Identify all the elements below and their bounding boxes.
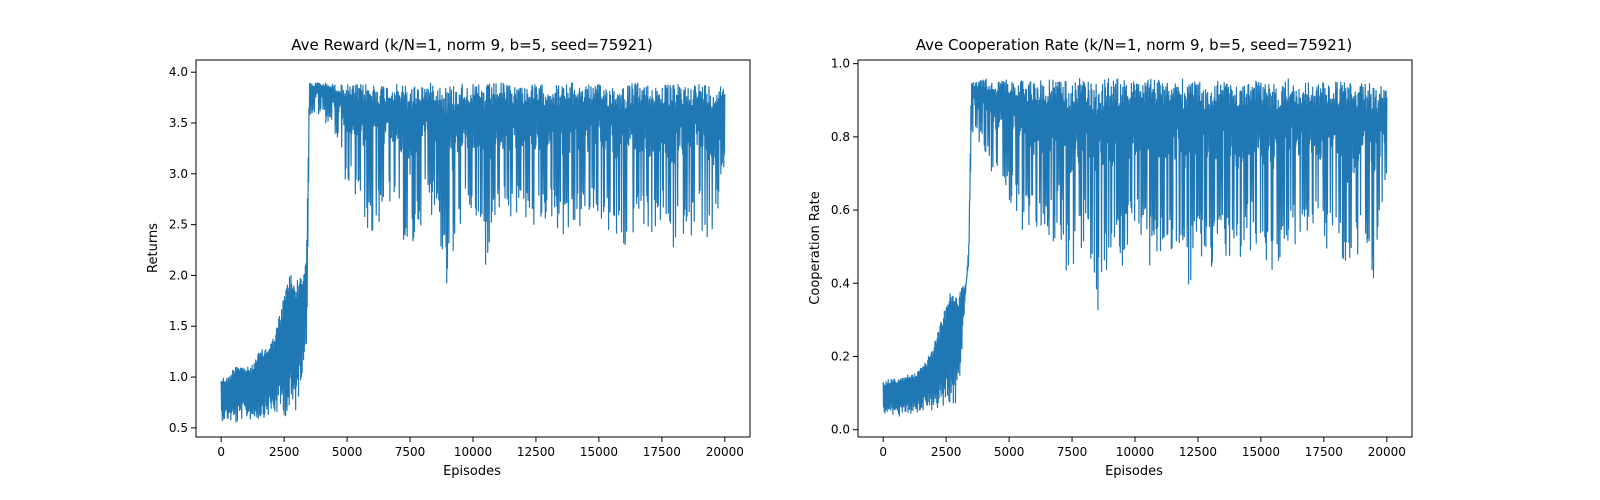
reward-series-line [220, 82, 726, 423]
reward-y-tick-label: 0.5 [169, 421, 188, 435]
reward-x-tick-label: 17500 [643, 445, 681, 459]
reward-x-tick-label: 15000 [580, 445, 618, 459]
cooperation-y-tick-label: 0.2 [831, 349, 850, 363]
cooperation-series-line [882, 77, 1388, 417]
cooperation-x-tick-label: 2500 [931, 445, 962, 459]
reward-y-tick-label: 1.0 [169, 370, 188, 384]
cooperation-y-axis-label: Cooperation Rate [808, 191, 823, 304]
reward-x-tick-label: 10000 [454, 445, 492, 459]
cooperation-y-tick-label: 1.0 [831, 57, 850, 71]
reward-y-tick-label: 1.5 [169, 319, 188, 333]
cooperation-y-tick-label: 0.6 [831, 203, 850, 217]
cooperation-x-tick-label: 15000 [1242, 445, 1280, 459]
cooperation-x-tick-label: 17500 [1305, 445, 1343, 459]
reward-y-tick-label: 4.0 [169, 65, 188, 79]
reward-x-tick-label: 0 [217, 445, 225, 459]
reward-chart: Ave Reward (k/N=1, norm 9, b=5, seed=759… [146, 36, 751, 479]
reward-y-tick-label: 2.0 [169, 268, 188, 282]
reward-y-axis-label: Returns [146, 223, 161, 273]
reward-x-tick-label: 12500 [517, 445, 555, 459]
reward-x-tick-label: 5000 [332, 445, 363, 459]
cooperation-y-tick-label: 0.4 [831, 276, 850, 290]
cooperation-x-tick-label: 7500 [1057, 445, 1088, 459]
cooperation-chart: Ave Cooperation Rate (k/N=1, norm 9, b=5… [808, 36, 1413, 479]
cooperation-x-tick-label: 20000 [1368, 445, 1406, 459]
cooperation-x-tick-label: 10000 [1116, 445, 1154, 459]
cooperation-y-tick-label: 0.8 [831, 130, 850, 144]
cooperation-plot-area: 0 2500 5000 7500 10000 12500 15000 17500 20000 0.… [831, 57, 1413, 459]
cooperation-y-tick-label: 0.0 [831, 423, 850, 437]
reward-plot-area: 0 2500 5000 7500 10000 12500 15000 17500 20000 0.… [169, 59, 751, 459]
reward-x-tick-label: 7500 [395, 445, 426, 459]
cooperation-x-axis-label: Episodes [1105, 464, 1163, 479]
cooperation-x-tick-label: 5000 [994, 445, 1025, 459]
cooperation-chart-title: Ave Cooperation Rate (k/N=1, norm 9, b=5… [916, 36, 1352, 54]
reward-x-tick-label: 2500 [269, 445, 300, 459]
reward-x-tick-label: 20000 [706, 445, 744, 459]
cooperation-x-tick-label: 0 [879, 445, 887, 459]
reward-chart-title: Ave Reward (k/N=1, norm 9, b=5, seed=759… [291, 36, 653, 54]
reward-y-tick-label: 3.5 [169, 116, 188, 130]
reward-x-axis-label: Episodes [443, 464, 501, 479]
reward-y-tick-label: 2.5 [169, 218, 188, 232]
cooperation-x-tick-label: 12500 [1179, 445, 1217, 459]
reward-y-tick-label: 3.0 [169, 167, 188, 181]
